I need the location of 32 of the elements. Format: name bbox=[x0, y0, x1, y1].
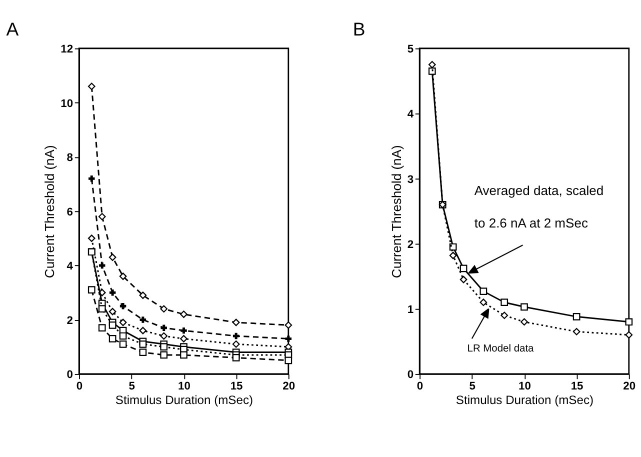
y-tick-label: 0 bbox=[66, 369, 74, 382]
y-tick-label: 2 bbox=[66, 314, 74, 327]
annotation: LR Model data bbox=[467, 344, 534, 355]
y-tick-label: 8 bbox=[66, 152, 74, 164]
y-tick-label: 0 bbox=[407, 369, 414, 382]
y-tick-label: 4 bbox=[407, 108, 414, 121]
y-tick-label: 12 bbox=[60, 44, 74, 56]
x-tick-label: 15 bbox=[570, 380, 584, 392]
y-axis-title: Current Threshold (nA) bbox=[388, 145, 404, 278]
x-tick-label: 15 bbox=[230, 380, 243, 392]
y-tick-label: 5 bbox=[407, 44, 414, 56]
x-tick-label: 5 bbox=[469, 380, 476, 392]
y-axis-title: Current Threshold (nA) bbox=[42, 145, 58, 278]
x-tick-label: 0 bbox=[416, 380, 424, 392]
x-tick-label: 20 bbox=[282, 380, 296, 392]
y-tick-label: 3 bbox=[407, 174, 414, 186]
x-axis-title: Stimulus Duration (mSec) bbox=[115, 393, 254, 408]
y-tick-label: 10 bbox=[60, 98, 74, 110]
y-tick-label: 4 bbox=[66, 260, 74, 273]
x-axis-title: Stimulus Duration (mSec) bbox=[456, 393, 594, 408]
annotation: Averaged data, scaled bbox=[474, 182, 604, 198]
y-tick-label: 6 bbox=[66, 206, 74, 218]
chart-title: A bbox=[6, 18, 20, 40]
y-tick-label: 2 bbox=[407, 238, 414, 251]
x-tick-label: 10 bbox=[178, 380, 190, 392]
chart-title: B bbox=[352, 18, 366, 40]
x-tick-label: 5 bbox=[128, 380, 135, 392]
x-tick-label: 0 bbox=[76, 380, 83, 392]
x-tick-label: 20 bbox=[623, 380, 636, 392]
y-tick-label: 1 bbox=[407, 304, 414, 316]
x-tick-label: 10 bbox=[518, 380, 531, 392]
annotation: to 2.6 nA at 2 mSec bbox=[474, 215, 588, 230]
